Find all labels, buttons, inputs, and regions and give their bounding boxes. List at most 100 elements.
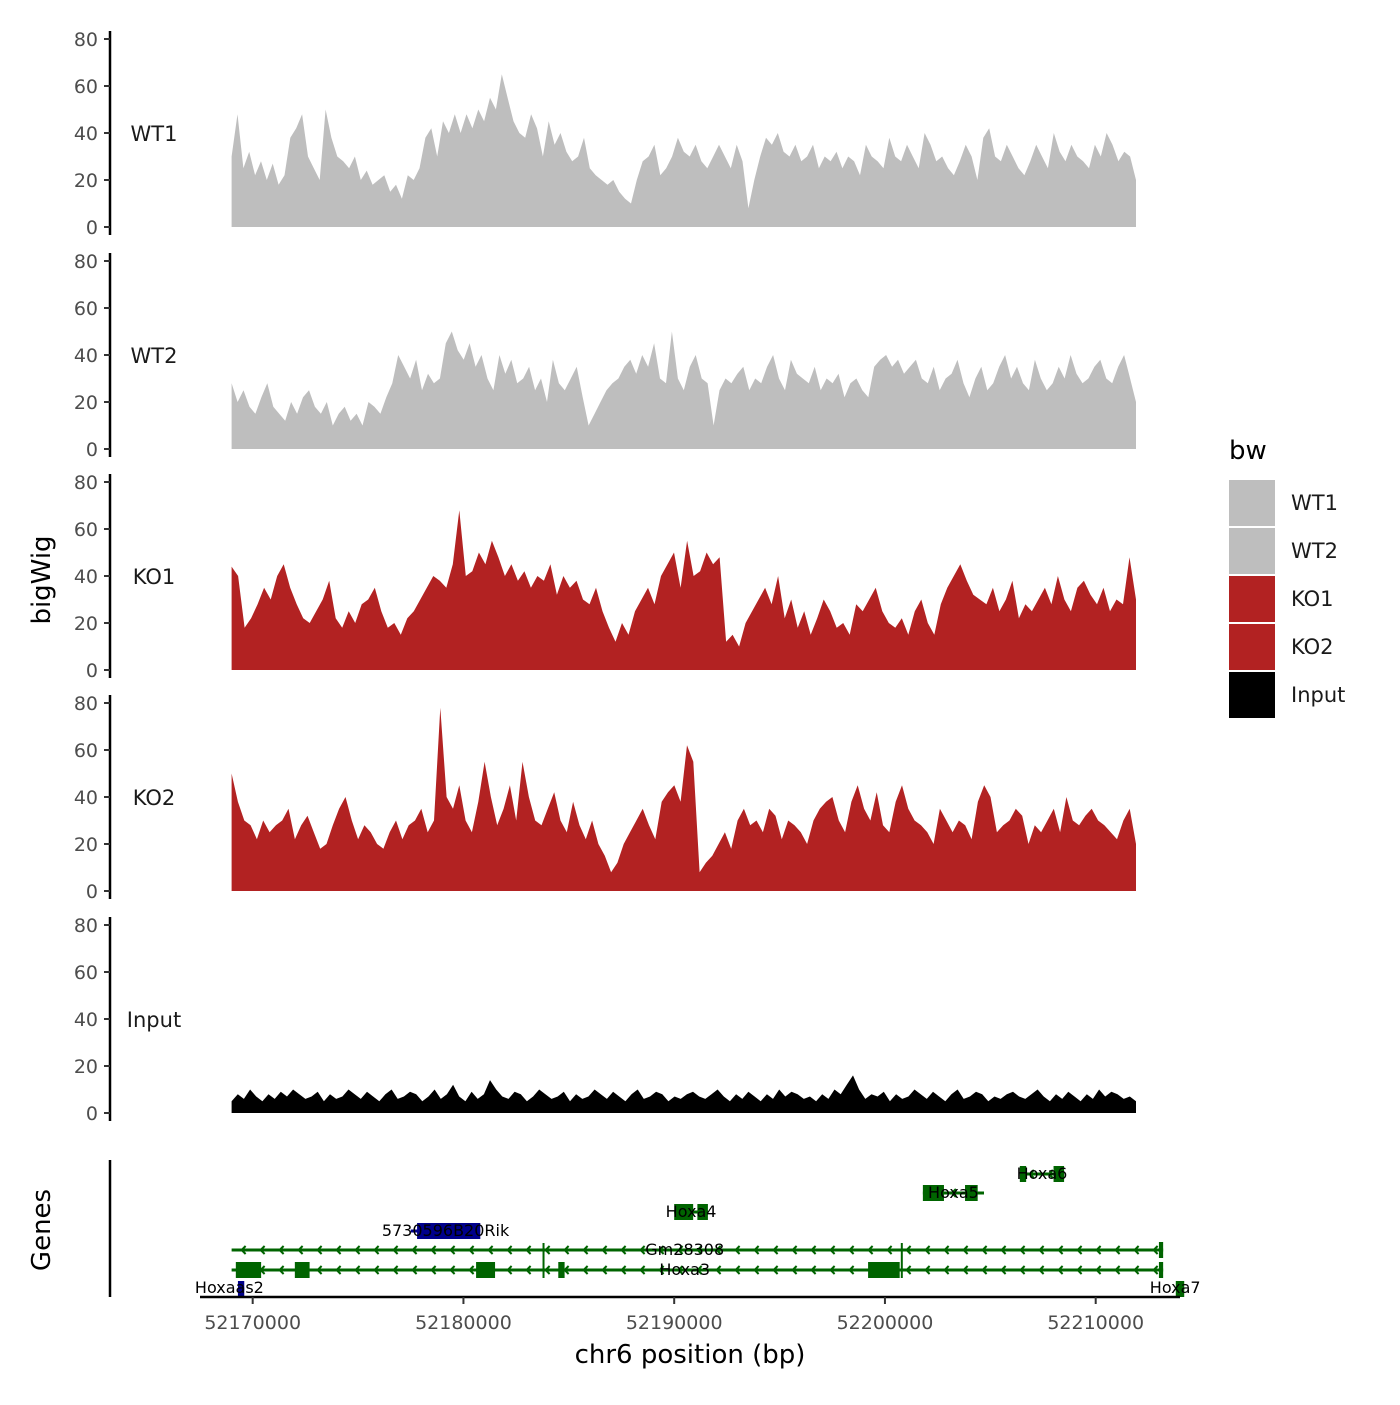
strand-arrow [1114,1265,1121,1275]
gene-hoxa4: Hoxa4 [666,1202,717,1221]
strand-arrow [943,1265,950,1275]
strand-arrow [1076,1245,1083,1255]
gene-exon [965,1185,978,1201]
y-tick-label: 0 [86,1103,98,1125]
strand-arrow [848,1265,855,1275]
y-tick-label: 0 [86,217,98,239]
y-tick-label: 80 [74,915,98,937]
gene-hoxaas2: Hoxaas2 [195,1278,264,1297]
strand-arrow [240,1245,247,1255]
track-label: KO2 [133,786,176,810]
track-wt1: 0 20 40 60 80 WT1 [74,29,1137,239]
strand-arrow [620,1265,627,1275]
y-axis-title: bigWig [27,535,57,624]
gene-exon [1158,1262,1164,1278]
signal-tracks: 0 20 40 60 80 WT1 0 20 40 60 80 WT2 0 20 40 60 80 KO1 0 20 4… [74,29,1137,1125]
strand-arrow [791,1265,798,1275]
y-tick-label: 0 [86,660,98,682]
strand-arrow [373,1245,380,1255]
strand-arrow [335,1245,342,1255]
legend-swatch-wt2 [1229,528,1275,574]
strand-arrow [677,1245,684,1255]
strand-arrow [506,1245,513,1255]
x-tick-label: 52200000 [837,1312,934,1334]
strand-arrow [658,1245,665,1255]
strand-arrow [829,1245,836,1255]
y-tick-label: 40 [74,345,98,367]
strand-arrow [867,1245,874,1255]
y-tick-label: 20 [74,613,98,635]
y-tick-label: 60 [74,76,98,98]
gene-exon [294,1262,310,1278]
strand-arrow [411,1265,418,1275]
y-tick-label: 60 [74,962,98,984]
strand-arrow [924,1265,931,1275]
track-wt2: 0 20 40 60 80 WT2 [74,251,1137,461]
strand-arrow [829,1265,836,1275]
legend-label-wt2: WT2 [1291,539,1338,563]
strand-arrow [259,1245,266,1255]
strand-arrow [734,1245,741,1255]
x-axis-title: chr6 position (bp) [575,1340,806,1370]
strand-arrow [449,1245,456,1255]
strand-arrow [582,1245,589,1255]
series-area-ko1 [231,510,1137,670]
strand-arrow [696,1245,703,1255]
legend: bw WT1 WT2 KO1 KO2 Input [1229,436,1345,718]
strand-arrow [1038,1245,1045,1255]
strand-arrow [1152,1265,1159,1275]
strand-arrow [848,1245,855,1255]
strand-arrow [316,1265,323,1275]
gene-label: Hoxa5 [928,1183,979,1202]
y-tick-label: 0 [86,439,98,461]
series-area-wt2 [231,331,1137,449]
gene-gm28308: Gm28308 [231,1240,1164,1259]
legend-swatch-wt1 [1229,480,1275,526]
strand-arrow [449,1265,456,1275]
track-ko1: 0 20 40 60 80 KO1 [74,472,1137,682]
x-tick-label: 52190000 [626,1312,723,1334]
strand-arrow [392,1265,399,1275]
legend-label-ko1: KO1 [1291,587,1334,611]
track-label: KO1 [133,565,176,589]
strand-arrow [1047,1169,1054,1179]
gene-label: Hoxa6 [1017,1164,1068,1183]
strand-arrow [297,1245,304,1255]
series-area-ko2 [231,707,1137,891]
gene-exon [1158,1242,1164,1258]
strand-arrow [563,1245,570,1255]
strand-arrow [677,1265,684,1275]
y-tick-label: 60 [74,298,98,320]
strand-arrow [354,1245,361,1255]
y-tick-label: 80 [74,693,98,715]
gene-label: Gm28308 [645,1240,724,1259]
strand-arrow [411,1245,418,1255]
gene-label: Hoxa4 [666,1202,717,1221]
gene-exon [697,1204,708,1220]
strand-arrow [544,1245,551,1255]
legend-label-wt1: WT1 [1291,491,1338,515]
y-tick-label: 80 [74,29,98,51]
strand-arrow [335,1265,342,1275]
strand-arrow [525,1265,532,1275]
strand-arrow [468,1245,475,1255]
gene-exon [417,1223,481,1239]
y-tick-label: 80 [74,251,98,273]
strand-arrow [392,1245,399,1255]
gene-exon [1053,1166,1065,1182]
strand-arrow [487,1245,494,1255]
y-tick-label: 60 [74,519,98,541]
strand-arrow [582,1265,589,1275]
track-label: Input [127,1008,181,1032]
strand-arrow [772,1265,779,1275]
strand-arrow [734,1265,741,1275]
strand-arrow [905,1245,912,1255]
strand-arrow [791,1245,798,1255]
legend-swatch-ko1 [1229,576,1275,622]
strand-arrow [715,1265,722,1275]
strand-arrow [810,1245,817,1255]
strand-arrow [962,1265,969,1275]
series-area-input [231,1075,1137,1113]
